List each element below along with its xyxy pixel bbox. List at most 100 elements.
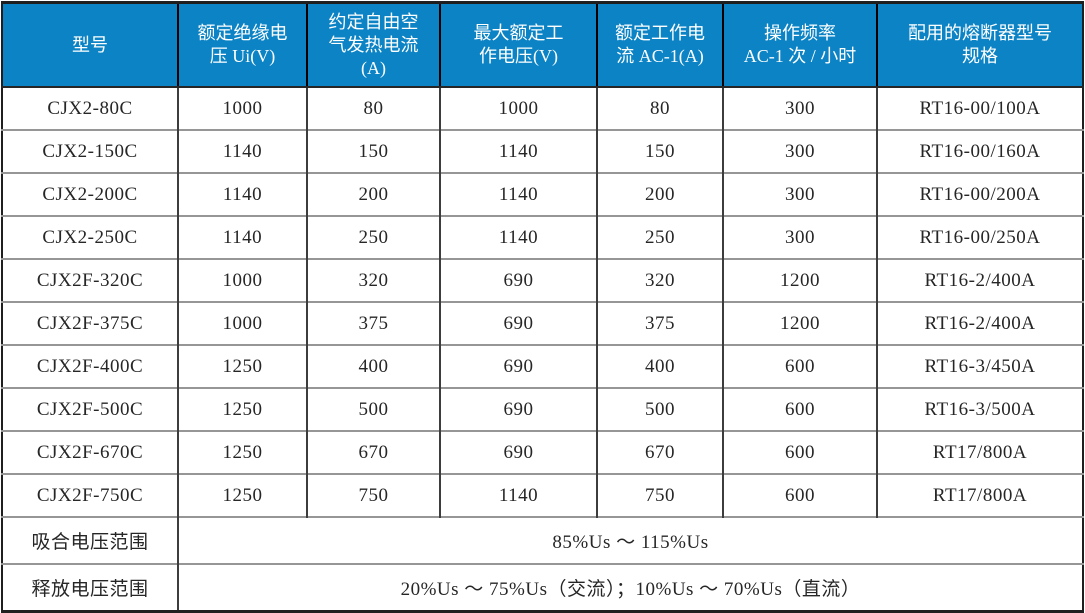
table-cell: 690 xyxy=(439,258,597,302)
table-cell: 690 xyxy=(439,344,597,388)
table-cell: 375 xyxy=(306,301,440,345)
fuse-cell: RT17/800A xyxy=(876,473,1083,517)
table-row: CJX2-150C 1140 150 1140 150 300 RT16-00/… xyxy=(2,129,1083,173)
fuse-cell: RT16-3/500A xyxy=(876,387,1083,431)
table-cell: 200 xyxy=(306,172,440,216)
table-row: CJX2-250C 1140 250 1140 250 300 RT16-00/… xyxy=(2,215,1083,259)
header-line: 流 AC-1(A) xyxy=(616,46,704,66)
model-cell: CJX2F-500C xyxy=(2,387,178,431)
table-cell: 670 xyxy=(596,430,723,474)
table-row: CJX2-80C 1000 80 1000 80 300 RT16-00/100… xyxy=(2,87,1083,130)
model-cell: CJX2F-670C xyxy=(2,430,178,474)
footer-row-release-voltage-range: 释放电压范围 20%Us ～ 75%Us（交流）；10%Us ～ 70%Us（直… xyxy=(2,563,1083,612)
table-cell: 1250 xyxy=(177,387,307,431)
table-cell: 1000 xyxy=(177,258,307,302)
table-cell: 690 xyxy=(439,301,597,345)
fuse-cell: RT16-2/400A xyxy=(876,258,1083,302)
table-cell: 375 xyxy=(596,301,723,345)
table-cell: 1200 xyxy=(722,301,877,345)
model-cell: CJX2F-320C xyxy=(2,258,178,302)
model-cell: CJX2F-400C xyxy=(2,344,178,388)
table-cell: 750 xyxy=(596,473,723,517)
model-cell: CJX2-250C xyxy=(2,215,178,259)
fuse-cell: RT16-3/450A xyxy=(876,344,1083,388)
table-cell: 600 xyxy=(722,473,877,517)
table-cell: 1140 xyxy=(439,129,597,173)
header-line: 额定绝缘电 xyxy=(197,23,288,43)
table-row: CJX2F-500C 1250 500 690 500 600 RT16-3/5… xyxy=(2,387,1083,431)
table-cell: 1000 xyxy=(439,87,597,130)
header-line: 作电压(V) xyxy=(479,46,558,66)
table-row: CJX2F-670C 1250 670 690 670 600 RT17/800… xyxy=(2,430,1083,474)
column-header-max-rated-operating-voltage: 最大额定工 作电压(V) xyxy=(439,2,597,88)
table-cell: 150 xyxy=(306,129,440,173)
header-line: 约定自由空 xyxy=(328,11,419,32)
footer-label: 吸合电压范围 xyxy=(2,516,178,564)
table-cell: 400 xyxy=(596,344,723,388)
model-cell: CJX2-150C xyxy=(2,129,178,173)
model-cell: CJX2F-375C xyxy=(2,301,178,345)
column-header-conventional-free-air-thermal-current: 约定自由空 气发热电流 (A) xyxy=(306,2,440,88)
header-line: 型号 xyxy=(72,34,108,55)
header-line: 压 Ui(V) xyxy=(209,46,276,66)
table-cell: 1140 xyxy=(177,215,307,259)
footer-row-pickup-voltage-range: 吸合电压范围 85%Us ～ 115%Us xyxy=(2,516,1083,564)
header-line: 配用的熔断器型号 xyxy=(908,23,1052,43)
table-cell: 300 xyxy=(722,215,877,259)
table-header: 型号 额定绝缘电 压 Ui(V) 约定自由空 气发热电流 (A) 最大额定工 作… xyxy=(2,2,1083,88)
table-row: CJX2F-750C 1250 750 1140 750 600 RT17/80… xyxy=(2,473,1083,517)
table-cell: 300 xyxy=(722,129,877,173)
table-cell: 200 xyxy=(596,172,723,216)
table-cell: 500 xyxy=(306,387,440,431)
column-header-operating-frequency: 操作频率 AC-1 次 / 小时 xyxy=(722,2,877,88)
table-cell: 600 xyxy=(722,430,877,474)
table-cell: 500 xyxy=(596,387,723,431)
column-header-matching-fuse-model: 配用的熔断器型号 规格 xyxy=(876,2,1083,88)
table-cell: 1140 xyxy=(177,129,307,173)
table-cell: 750 xyxy=(306,473,440,517)
footer-value: 85%Us ～ 115%Us xyxy=(177,516,1083,564)
model-cell: CJX2-80C xyxy=(47,97,133,119)
column-header-rated-insulation-voltage: 额定绝缘电 压 Ui(V) xyxy=(177,2,307,88)
table-row: CJX2F-400C 1250 400 690 400 600 RT16-3/4… xyxy=(2,344,1083,388)
footer-label: 释放电压范围 xyxy=(2,563,178,612)
header-line: 操作频率 xyxy=(764,23,836,43)
table-cell: 320 xyxy=(596,258,723,302)
table-cell: 300 xyxy=(722,172,877,216)
footer-value: 20%Us ～ 75%Us（交流）；10%Us ～ 70%Us（直流） xyxy=(177,563,1083,612)
header-line: 额定工作电 xyxy=(615,23,705,43)
table-cell: 80 xyxy=(306,87,440,130)
column-header-rated-operating-current-ac1: 额定工作电 流 AC-1(A) xyxy=(596,2,723,88)
table-cell: 1140 xyxy=(439,473,597,517)
table-body: CJX2-80C 1000 80 1000 80 300 RT16-00/100… xyxy=(2,87,1083,612)
table-cell: 320 xyxy=(306,258,440,302)
fuse-cell: RT16-2/400A xyxy=(876,301,1083,345)
table-cell: 150 xyxy=(596,129,723,173)
column-header-model: 型号 xyxy=(2,2,178,88)
fuse-cell: RT17/800A xyxy=(876,430,1083,474)
table-cell: 1140 xyxy=(439,215,597,259)
table-cell: 300 xyxy=(722,87,877,130)
table-cell: 1140 xyxy=(439,172,597,216)
table-cell: 1140 xyxy=(177,172,307,216)
table-cell: 1250 xyxy=(177,430,307,474)
table-cell: 400 xyxy=(306,344,440,388)
model-cell: CJX2F-750C xyxy=(2,473,178,517)
table-cell: 80 xyxy=(596,87,723,130)
fuse-cell: RT16-00/100A xyxy=(876,87,1083,130)
header-row: 型号 额定绝缘电 压 Ui(V) 约定自由空 气发热电流 (A) 最大额定工 作… xyxy=(2,2,1083,88)
table-row: CJX2F-375C 1000 375 690 375 1200 RT16-2/… xyxy=(2,301,1083,345)
table-cell: 1200 xyxy=(722,258,877,302)
table-cell: 250 xyxy=(306,215,440,259)
header-line: AC-1 次 / 小时 xyxy=(743,46,857,66)
model-cell: CJX2-200C xyxy=(2,172,178,216)
header-line: 气发热电流 xyxy=(328,34,419,55)
header-line: 规格 xyxy=(962,46,998,66)
table-row: CJX2-200C 1140 200 1140 200 300 RT16-00/… xyxy=(2,172,1083,216)
table-cell: 1250 xyxy=(177,473,307,517)
table-cell: 1000 xyxy=(177,87,307,130)
table-cell: 1000 xyxy=(177,301,307,345)
header-line: (A) xyxy=(361,57,386,78)
table-cell: 670 xyxy=(306,430,440,474)
